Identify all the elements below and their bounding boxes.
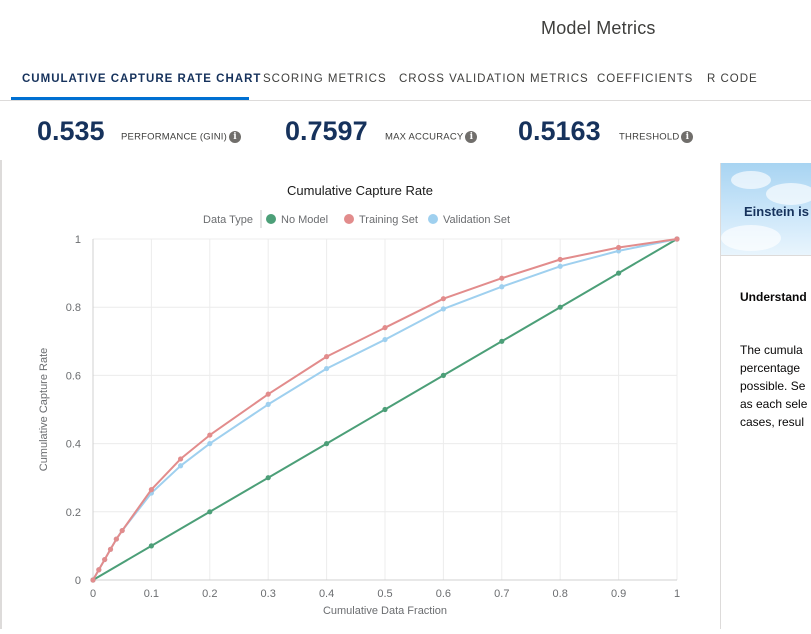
data-point [113, 536, 119, 542]
data-point [178, 463, 184, 469]
legend-label: No Model [281, 214, 328, 226]
legend-marker [344, 214, 354, 224]
data-point [557, 304, 563, 310]
data-point [557, 263, 563, 269]
data-point [382, 336, 388, 343]
x-tick-label: 0.1 [144, 588, 159, 600]
data-point [324, 354, 330, 360]
metrics-row: 0.535 PERFORMANCE (GINI) i 0.7597 MAX ACC… [0, 100, 811, 162]
page-title: Model Metrics [541, 18, 656, 38]
info-icon[interactable]: i [681, 131, 694, 143]
max-accuracy-value: 0.7597 [285, 116, 368, 146]
cloud-decoration [731, 171, 771, 189]
threshold-value: 0.5163 [518, 116, 601, 146]
data-point [324, 441, 330, 447]
tab-cumulative-capture-rate-chart[interactable]: CUMULATIVE CAPTURE RATE CHART [22, 73, 262, 85]
page-header: Model Metrics [0, 0, 811, 60]
tab-cross-validation-metrics[interactable]: CROSS VALIDATION METRICS [399, 73, 589, 85]
legend-marker [428, 214, 438, 224]
x-tick-label: 0.6 [436, 588, 451, 600]
data-point [148, 543, 154, 549]
data-point [207, 509, 213, 515]
data-point [265, 391, 271, 397]
x-tick-label: 0.7 [494, 588, 509, 600]
side-panel-line: possible. Se [740, 379, 806, 393]
panel-divider [0, 160, 2, 629]
data-point [107, 546, 114, 552]
info-icon[interactable]: i [465, 131, 478, 143]
cumulative-capture-rate-chart: 0 0.1 0.2 0.3 0.4 0.5 0.6 0.7 0.8 0.9 1 0 0.2 0.4 0.6 0… [38, 183, 680, 617]
y-tick-label: 0 [75, 575, 81, 587]
data-point [265, 475, 271, 481]
data-point [440, 296, 446, 302]
side-panel-heading: Understand [740, 290, 807, 304]
side-panel-body: The cumula percentage possible. Se as ea… [740, 341, 807, 431]
max-accuracy-label-text: MAX ACCURACY [385, 131, 464, 143]
tab-scoring-metrics[interactable]: SCORING METRICS [263, 73, 387, 85]
gini-label: PERFORMANCE (GINI) i [121, 131, 241, 143]
chart-container: 0 0.1 0.2 0.3 0.4 0.5 0.6 0.7 0.8 0.9 1 0 0.2 0.4 0.6 0… [0, 165, 712, 629]
data-point [382, 325, 388, 331]
tab-r-code[interactable]: R CODE [707, 73, 758, 85]
legend-label: Validation Set [443, 214, 510, 226]
side-panel-line: percentage [740, 361, 801, 375]
einstein-side-panel: Einstein is Understand The cumula percen… [720, 163, 811, 629]
data-point [207, 441, 213, 447]
legend-marker [266, 214, 276, 224]
data-point [178, 456, 184, 462]
data-point [382, 406, 388, 413]
y-tick-label: 0.2 [66, 507, 81, 519]
data-point [616, 244, 622, 251]
threshold-label: THRESHOLD i [619, 131, 694, 143]
data-point [119, 527, 125, 534]
einstein-banner: Einstein is [721, 163, 811, 256]
data-point [90, 577, 96, 583]
data-point [674, 236, 680, 242]
data-point [207, 432, 213, 438]
tab-coefficients[interactable]: COEFFICIENTS [597, 73, 694, 85]
y-tick-label: 0.6 [66, 370, 81, 382]
x-tick-label: 0 [90, 588, 96, 600]
x-tick-label: 0.9 [611, 588, 626, 600]
data-point [557, 256, 563, 263]
cloud-decoration [766, 183, 811, 205]
x-tick-label: 0.4 [319, 588, 334, 600]
x-tick-label: 0.2 [202, 588, 217, 600]
chart-title: Cumulative Capture Rate [287, 183, 433, 198]
side-panel-line: as each sele [740, 397, 808, 411]
x-tick-label: 0.3 [261, 588, 276, 600]
data-point [96, 567, 102, 573]
side-panel-line: cases, resul [740, 415, 805, 429]
data-point [440, 372, 446, 378]
tab-bar: CUMULATIVE CAPTURE RATE CHART SCORING ME… [0, 62, 811, 101]
y-axis-label: Cumulative Capture Rate [38, 348, 50, 472]
gini-value: 0.535 [37, 116, 105, 146]
cloud-decoration [721, 225, 781, 251]
info-icon[interactable]: i [229, 131, 241, 143]
data-point [616, 270, 622, 276]
data-point [265, 401, 271, 407]
data-point [499, 275, 505, 281]
active-tab-indicator [11, 97, 249, 100]
data-point [148, 487, 154, 493]
side-panel-line: The cumula [740, 343, 803, 357]
threshold-label-text: THRESHOLD [619, 131, 680, 143]
data-point [499, 338, 505, 344]
max-accuracy-label: MAX ACCURACY i [385, 131, 478, 143]
y-tick-label: 0.4 [66, 439, 81, 451]
x-tick-label: 0.5 [377, 588, 392, 600]
data-point [499, 284, 505, 290]
y-tick-label: 0.8 [66, 302, 81, 314]
x-axis-label: Cumulative Data Fraction [323, 605, 447, 617]
legend-title: Data Type [203, 214, 253, 226]
data-point [102, 556, 108, 563]
einstein-banner-text: Einstein is [744, 204, 810, 219]
x-tick-label: 1 [674, 588, 680, 600]
data-point [324, 365, 330, 372]
y-tick-label: 1 [75, 234, 81, 246]
gini-label-text: PERFORMANCE (GINI) [121, 131, 227, 143]
legend-label: Training Set [359, 214, 418, 226]
x-tick-label: 0.8 [553, 588, 568, 600]
data-point [440, 306, 446, 312]
